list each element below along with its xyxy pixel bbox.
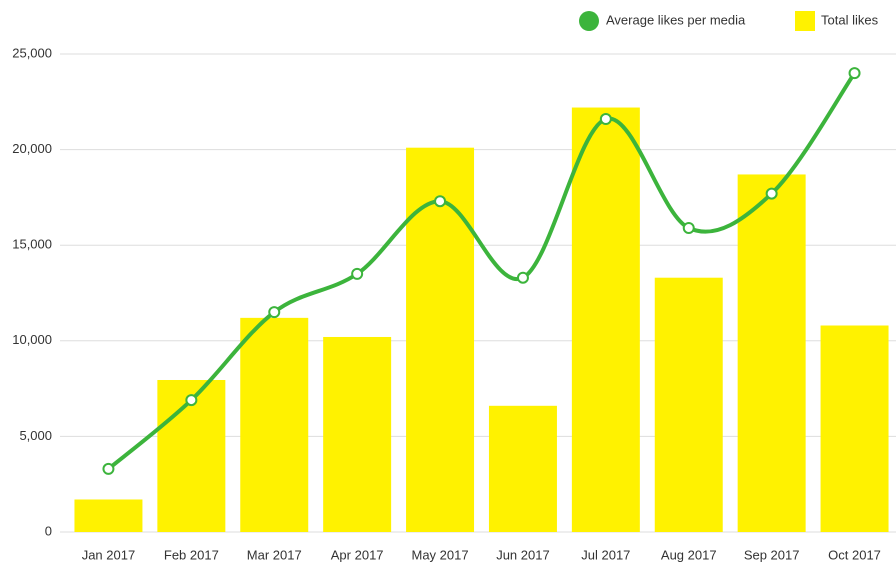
x-tick-label: Sep 2017 — [744, 547, 800, 562]
x-tick-label: Mar 2017 — [247, 547, 302, 562]
x-tick-label: Apr 2017 — [331, 547, 384, 562]
line-point — [682, 221, 695, 234]
legend-label: Average likes per media — [606, 12, 746, 27]
line-point — [848, 67, 861, 80]
line — [107, 71, 857, 471]
line-point — [516, 271, 529, 284]
legend-swatch — [579, 11, 599, 31]
y-tick-label: 5,000 — [19, 428, 52, 443]
line-point — [102, 462, 115, 475]
bar — [737, 174, 806, 532]
bar — [240, 317, 309, 532]
line-point — [268, 306, 281, 319]
x-tick-label: Jul 2017 — [581, 547, 630, 562]
line-point — [185, 394, 198, 407]
x-tick-label: Aug 2017 — [661, 547, 717, 562]
y-tick-label: 0 — [45, 523, 52, 538]
x-tick-label: May 2017 — [412, 547, 469, 562]
x-tick-label: Jan 2017 — [82, 547, 136, 562]
line-point — [599, 113, 612, 126]
line-point — [434, 195, 447, 208]
y-tick-label: 15,000 — [12, 237, 52, 252]
bar — [488, 405, 557, 532]
bar — [74, 499, 143, 532]
legend-swatch — [795, 11, 815, 31]
bar — [654, 277, 723, 532]
line-point — [765, 187, 778, 200]
y-tick-label: 25,000 — [12, 45, 52, 60]
y-tick-label: 20,000 — [12, 141, 52, 156]
legend-label: Total likes — [821, 12, 879, 27]
x-tick-label: Jun 2017 — [496, 547, 550, 562]
bar — [820, 325, 889, 532]
y-tick-label: 10,000 — [12, 332, 52, 347]
line-point — [351, 267, 364, 280]
bar — [571, 107, 640, 532]
bar — [323, 336, 392, 532]
x-tick-label: Feb 2017 — [164, 547, 219, 562]
x-tick-label: Oct 2017 — [828, 547, 881, 562]
